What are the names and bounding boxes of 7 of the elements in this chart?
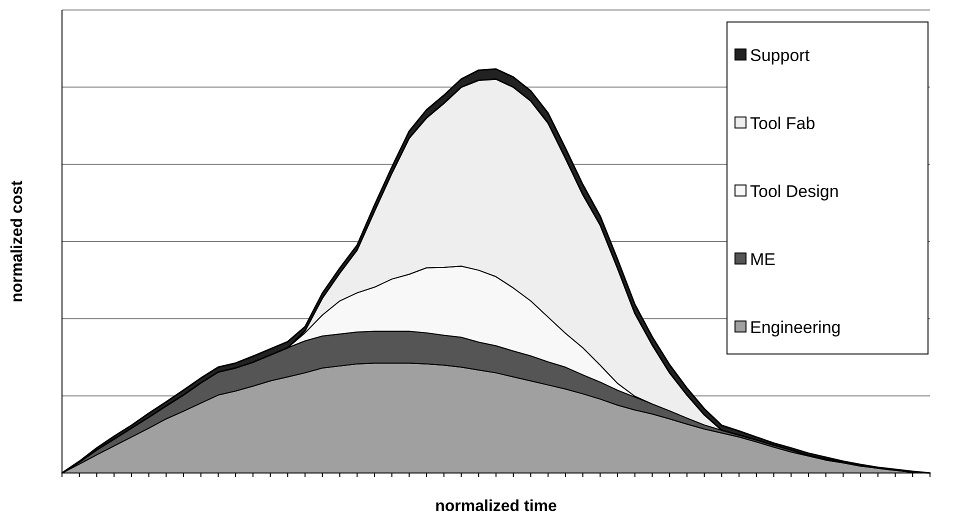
x-axis-title: normalized time — [435, 498, 557, 515]
legend-label: Tool Fab — [750, 114, 816, 133]
legend-label: ME — [750, 250, 776, 269]
legend-label: Support — [750, 46, 810, 65]
y-axis-title: normalized cost — [9, 180, 26, 302]
legend-label: Engineering — [750, 318, 841, 337]
legend-label: Tool Design — [750, 182, 839, 201]
